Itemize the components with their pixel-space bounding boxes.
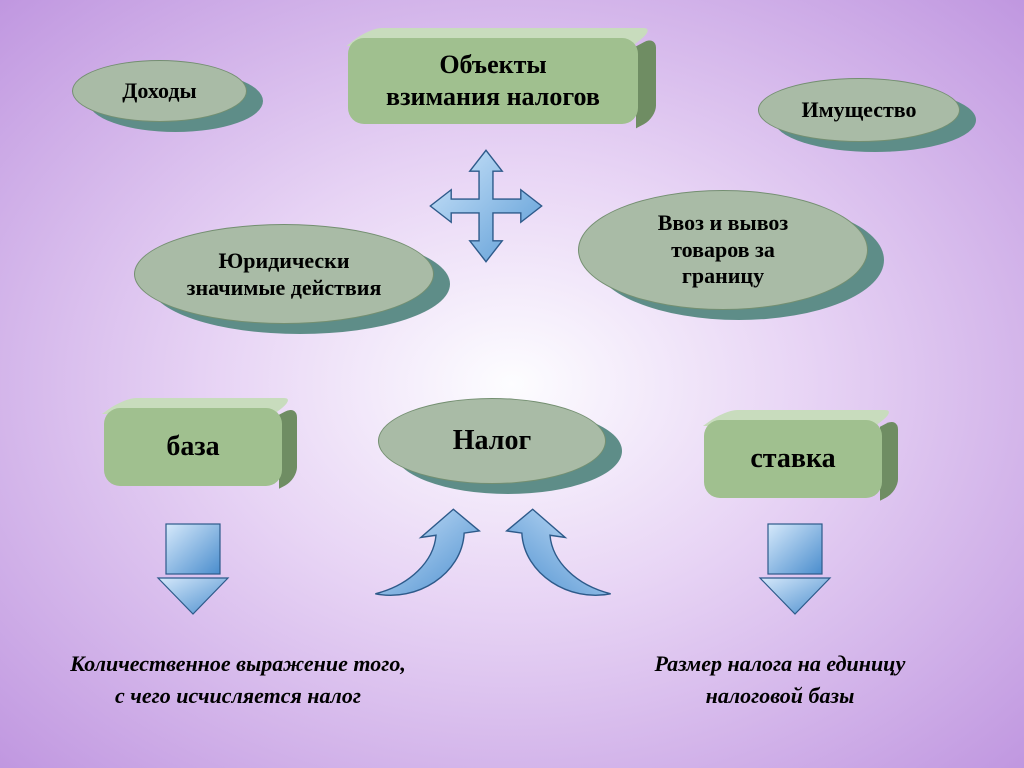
right-caption-line1: Размер налога на единицу	[655, 651, 906, 676]
objects-box-line2: взимания налогов	[386, 81, 600, 114]
goods-ellipse: Ввоз и вывоз товаров за границу	[578, 190, 868, 310]
curved-arrow-left-icon	[358, 498, 488, 618]
base-label: база	[166, 431, 219, 463]
left-caption-line1: Количественное выражение того,	[70, 651, 406, 676]
four-way-arrow-icon	[428, 148, 544, 264]
right-caption: Размер налога на единицу налоговой базы	[580, 648, 980, 712]
objects-box: Объекты взимания налогов	[348, 38, 638, 124]
rate-box: ставка	[704, 420, 882, 498]
tax-label: Налог	[453, 425, 531, 457]
income-ellipse: Доходы	[72, 60, 247, 122]
down-arrow-left-icon	[148, 520, 238, 620]
goods-line1: Ввоз и вывоз	[658, 210, 789, 236]
down-arrow-right-icon	[750, 520, 840, 620]
property-label: Имущество	[801, 97, 916, 123]
objects-box-line1: Объекты	[439, 49, 546, 82]
left-caption: Количественное выражение того, с чего ис…	[28, 648, 448, 712]
goods-line2: товаров за	[671, 237, 775, 263]
objects-box-side	[636, 36, 656, 129]
rate-label: ставка	[750, 443, 835, 475]
curved-arrow-right-icon	[498, 498, 628, 618]
income-label: Доходы	[122, 78, 196, 104]
rate-box-side	[880, 417, 898, 501]
tax-ellipse: Налог	[378, 398, 606, 484]
base-box: база	[104, 408, 282, 486]
legal-line2: значимые действия	[187, 274, 382, 302]
left-caption-line2: с чего исчисляется налог	[115, 683, 361, 708]
property-ellipse: Имущество	[758, 78, 960, 142]
right-caption-line2: налоговой базы	[706, 683, 855, 708]
legal-line1: Юридически	[218, 247, 349, 275]
legal-ellipse: Юридически значимые действия	[134, 224, 434, 324]
goods-line3: границу	[682, 263, 764, 289]
